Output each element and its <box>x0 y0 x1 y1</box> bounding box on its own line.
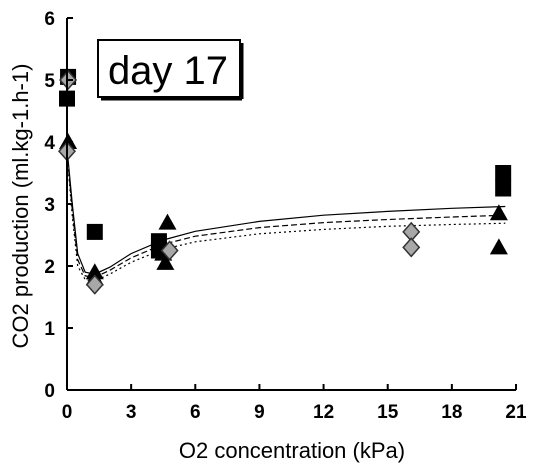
x-tick-label: 9 <box>254 402 265 423</box>
diamond-point <box>402 237 421 258</box>
x-tick-label: 15 <box>377 402 399 423</box>
x-tick-label: 0 <box>62 402 73 423</box>
diamond-point <box>160 240 179 261</box>
triangle-point <box>156 253 175 270</box>
diamond-point <box>85 274 104 295</box>
x-tick-label: 12 <box>313 402 334 423</box>
fit-curves <box>66 148 506 282</box>
annotation-frame <box>97 39 241 98</box>
x-axis-title: O2 concentration (kPa) <box>179 438 405 463</box>
y-tick-label: 2 <box>44 257 55 278</box>
fit-curve-dashed <box>66 151 506 278</box>
y-tick-label: 5 <box>44 71 55 92</box>
y-tick-label: 3 <box>44 195 55 216</box>
square-point <box>86 223 103 240</box>
y-axis-title: CO2 production (ml.kg-1.h-1) <box>8 64 33 349</box>
x-tick-label: 3 <box>126 402 137 423</box>
triangle-point <box>489 204 508 221</box>
square-point <box>495 180 512 197</box>
x-tick-label: 18 <box>441 402 462 423</box>
fit-curve-dotted <box>66 154 506 282</box>
x-tick-label: 21 <box>505 402 527 423</box>
annotation-box: day 17 <box>97 39 244 101</box>
triangle-point <box>489 238 508 255</box>
square-point <box>495 165 512 181</box>
annotation-label: day 17 <box>108 49 228 93</box>
y-tick-label: 0 <box>44 381 55 402</box>
triangle-point <box>158 213 177 230</box>
fit-curve-solid <box>66 148 506 275</box>
y-tick-label: 1 <box>44 319 55 340</box>
y-tick-label: 4 <box>44 133 55 154</box>
x-tick-label: 6 <box>190 402 201 423</box>
y-tick-label: 6 <box>44 9 55 30</box>
